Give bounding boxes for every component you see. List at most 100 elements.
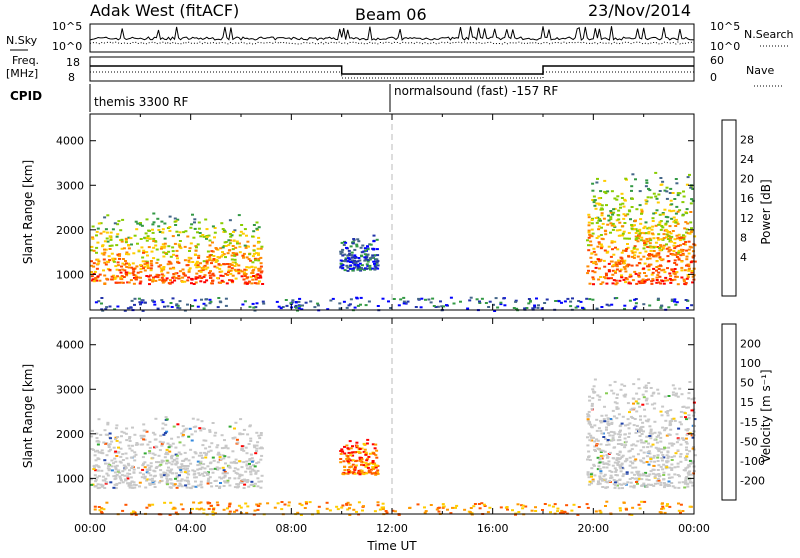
echo-cell [614,484,618,487]
echo-cell [648,473,652,476]
echo-cell [689,186,693,189]
echo-cell [644,471,648,474]
echo-cell [185,427,188,430]
echo-cell [123,468,127,471]
echo-cell [488,506,492,509]
echo-cell [682,190,685,193]
echo-cell [599,511,603,514]
echo-cell [628,464,632,467]
echo-cell [168,226,172,228]
echo-cell [228,233,232,235]
echo-cell [207,259,211,262]
echo-cell [632,484,636,487]
echo-cell [280,508,284,511]
echo-cell [131,510,135,513]
echo-cell [252,469,256,472]
echo-cell [656,237,660,239]
echo-cell [92,468,96,471]
echo-cell [348,303,352,306]
echo-cell [205,228,209,231]
echo-cell [143,263,147,266]
echo-cell [374,443,378,446]
echo-cell [150,477,154,480]
echo-cell [97,418,101,421]
echo-cell [681,249,685,252]
echo-cell [193,227,197,230]
echo-cell [667,306,671,309]
echo-cell [212,508,216,511]
echo-cell [611,409,615,412]
echo-cell [155,273,159,276]
echo-cell [100,297,104,299]
echo-cell [654,224,658,227]
echo-cell [591,478,595,481]
echo-cell [581,307,585,309]
echo-cell [109,238,113,241]
echo-cell [590,439,594,442]
echo-cell [662,474,666,476]
echo-cell [563,510,567,513]
echo-cell [681,214,685,217]
echo-cell [214,431,218,434]
echo-cell [104,248,108,251]
echo-cell [644,390,648,393]
echo-cell [684,241,688,243]
echo-cell [616,393,619,396]
echo-cell [666,279,670,282]
echo-cell [118,475,122,478]
echo-cell [351,451,355,454]
echo-cell [656,201,660,204]
echo-cell [316,509,320,512]
echo-cell [587,455,591,458]
echo-cell [298,297,302,300]
echo-cell [613,486,617,489]
echo-cell [97,440,101,443]
echo-cell [364,304,368,307]
echo-cell [353,306,357,309]
nsky-tick-high: 10^5 [52,20,82,33]
echo-cell [155,248,159,251]
echo-cell [163,501,167,504]
echo-cell [114,468,118,471]
echo-cell [616,457,620,460]
echo-cell [108,235,112,238]
echo-cell [196,276,200,279]
echo-cell [547,504,551,507]
echo-cell [360,458,364,461]
echo-cell [543,503,547,505]
echo-cell [587,224,591,227]
echo-cell [130,449,134,452]
echo-cell [669,428,673,431]
echo-cell [616,484,619,487]
echo-cell [687,417,691,419]
echo-cell [316,304,320,307]
echo-cell [227,265,231,268]
echo-cell [586,419,590,422]
echo-cell [256,485,260,488]
echo-cell [598,482,602,485]
colorbar-tick-label: 200 [740,338,761,351]
echo-cell [635,264,639,267]
echo-cell [141,309,145,312]
echo-cell [679,410,683,413]
echo-cell [402,300,406,303]
echo-cell [691,436,695,439]
echo-cell [154,467,158,469]
echo-cell [160,444,164,447]
echo-cell [392,298,396,300]
echo-cell [108,468,111,471]
echo-cell [638,204,642,207]
echo-cell [197,454,201,457]
echo-cell [291,299,295,302]
echo-cell [240,474,244,477]
echo-cell [105,231,109,234]
echo-cell [623,433,627,436]
echo-cell [374,263,378,266]
echo-cell [675,234,679,237]
echo-cell [365,464,369,467]
echo-cell [588,439,592,442]
echo-cell [353,472,357,475]
echo-cell [194,264,198,267]
echo-cell [138,485,141,488]
echo-cell [621,487,624,490]
